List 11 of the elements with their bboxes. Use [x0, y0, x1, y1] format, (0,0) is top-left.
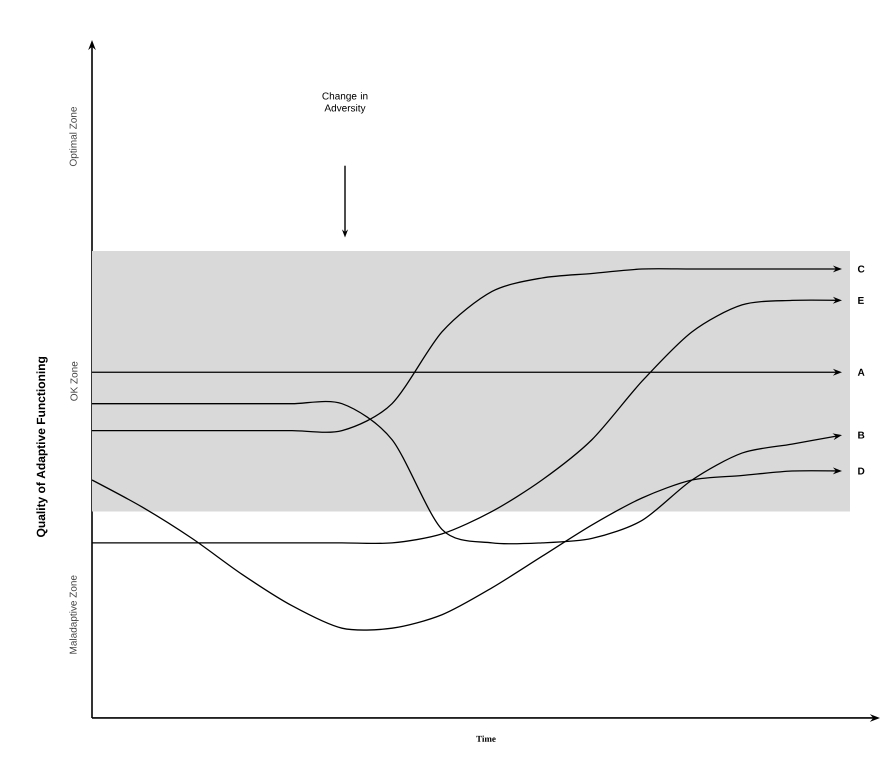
series-label: A	[858, 368, 864, 376]
series-label: C	[858, 265, 864, 273]
text: Maladaptive Zone	[69, 575, 79, 654]
series-label: B	[858, 432, 864, 439]
series-label: E	[858, 296, 864, 304]
x-axis-title: Time	[476, 736, 496, 742]
text: Change in Adversity	[322, 92, 368, 114]
band-label: OK Zone	[70, 362, 78, 401]
series-label: D	[858, 468, 864, 474]
text: Optimal Zone	[69, 106, 79, 166]
y-axis-title: Quality of Adaptive Functioning	[36, 356, 48, 537]
